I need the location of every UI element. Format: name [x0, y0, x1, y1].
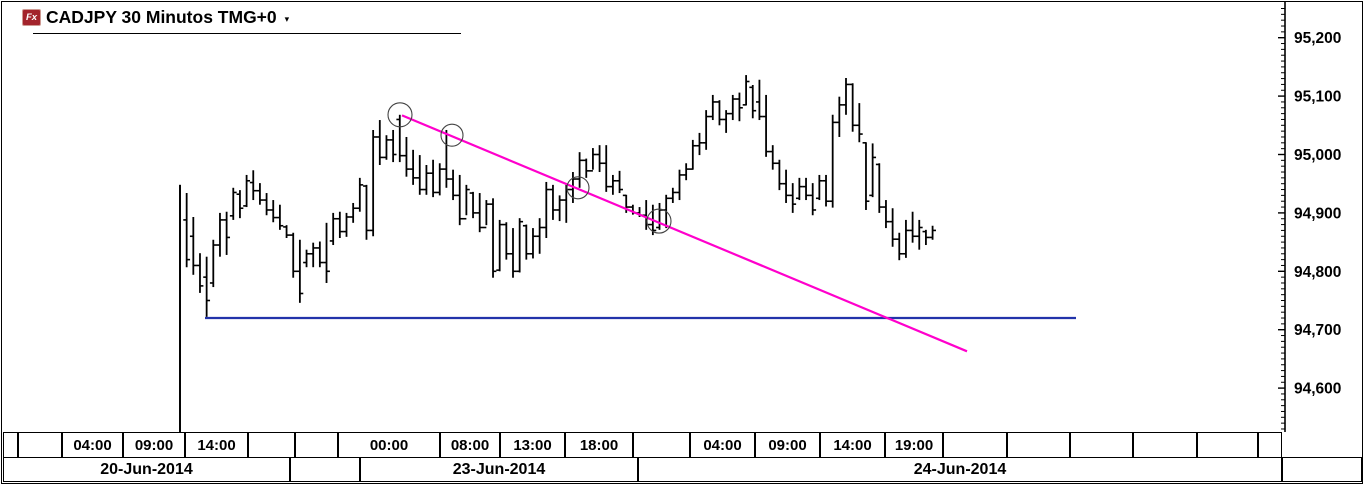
price-axis-label: 94,600 [1294, 381, 1341, 398]
time-cell-label: 14:00 [820, 432, 885, 459]
price-axis-label: 94,700 [1294, 322, 1341, 339]
time-cell-label: 18:00 [565, 432, 633, 459]
price-axis-label: 95,100 [1294, 89, 1341, 106]
time-cell-label: 00:00 [338, 432, 440, 459]
trendline[interactable] [401, 114, 968, 353]
time-cell-empty [18, 432, 62, 459]
date-cell-label: 20-Jun-2014 [3, 457, 290, 482]
fx-icon[interactable]: Fx [22, 8, 41, 26]
time-cell-empty [943, 432, 1007, 459]
time-cell-empty [1133, 432, 1197, 459]
time-cell-empty [1070, 432, 1133, 459]
trendline-touch-circle[interactable] [387, 102, 413, 128]
time-cell-label: 09:00 [755, 432, 820, 459]
chevron-down-icon[interactable]: ▾ [284, 13, 290, 24]
time-cell-empty [633, 432, 690, 459]
time-cell-empty [1007, 432, 1070, 459]
chart-title: CADJPY 30 Minutos TMG+0 [46, 6, 277, 27]
time-cell-empty [1258, 432, 1282, 459]
time-cell-label: 19:00 [885, 432, 943, 459]
time-cell-empty [248, 432, 295, 459]
time-cell-label: 14:00 [185, 432, 248, 459]
trendline-touch-circle[interactable] [440, 123, 464, 147]
price-axis-label: 95,000 [1294, 147, 1341, 164]
time-cell-empty [3, 432, 18, 459]
date-cell-label: 23-Jun-2014 [360, 457, 638, 482]
time-cell-label: 04:00 [690, 432, 755, 459]
trendline-touch-circle[interactable] [566, 176, 590, 200]
date-cell-empty [290, 457, 360, 482]
trendline-touch-circle[interactable] [646, 208, 672, 234]
time-cell-label: 13:00 [500, 432, 565, 459]
time-cell-empty [295, 432, 338, 459]
date-cell-empty [1282, 457, 1362, 482]
date-cell-label: 24-Jun-2014 [638, 457, 1282, 482]
time-cell-label: 09:00 [123, 432, 185, 459]
price-axis-label: 94,900 [1294, 205, 1341, 222]
time-cell-empty [1197, 432, 1258, 459]
time-cell-label: 04:00 [62, 432, 123, 459]
price-axis-label: 95,200 [1294, 30, 1341, 47]
chart-titlebar: Fx CADJPY 30 Minutos TMG+0 ▾ [22, 3, 289, 31]
time-cell-label: 08:00 [440, 432, 500, 459]
title-underline [33, 33, 461, 34]
price-axis-label: 94,800 [1294, 264, 1341, 281]
